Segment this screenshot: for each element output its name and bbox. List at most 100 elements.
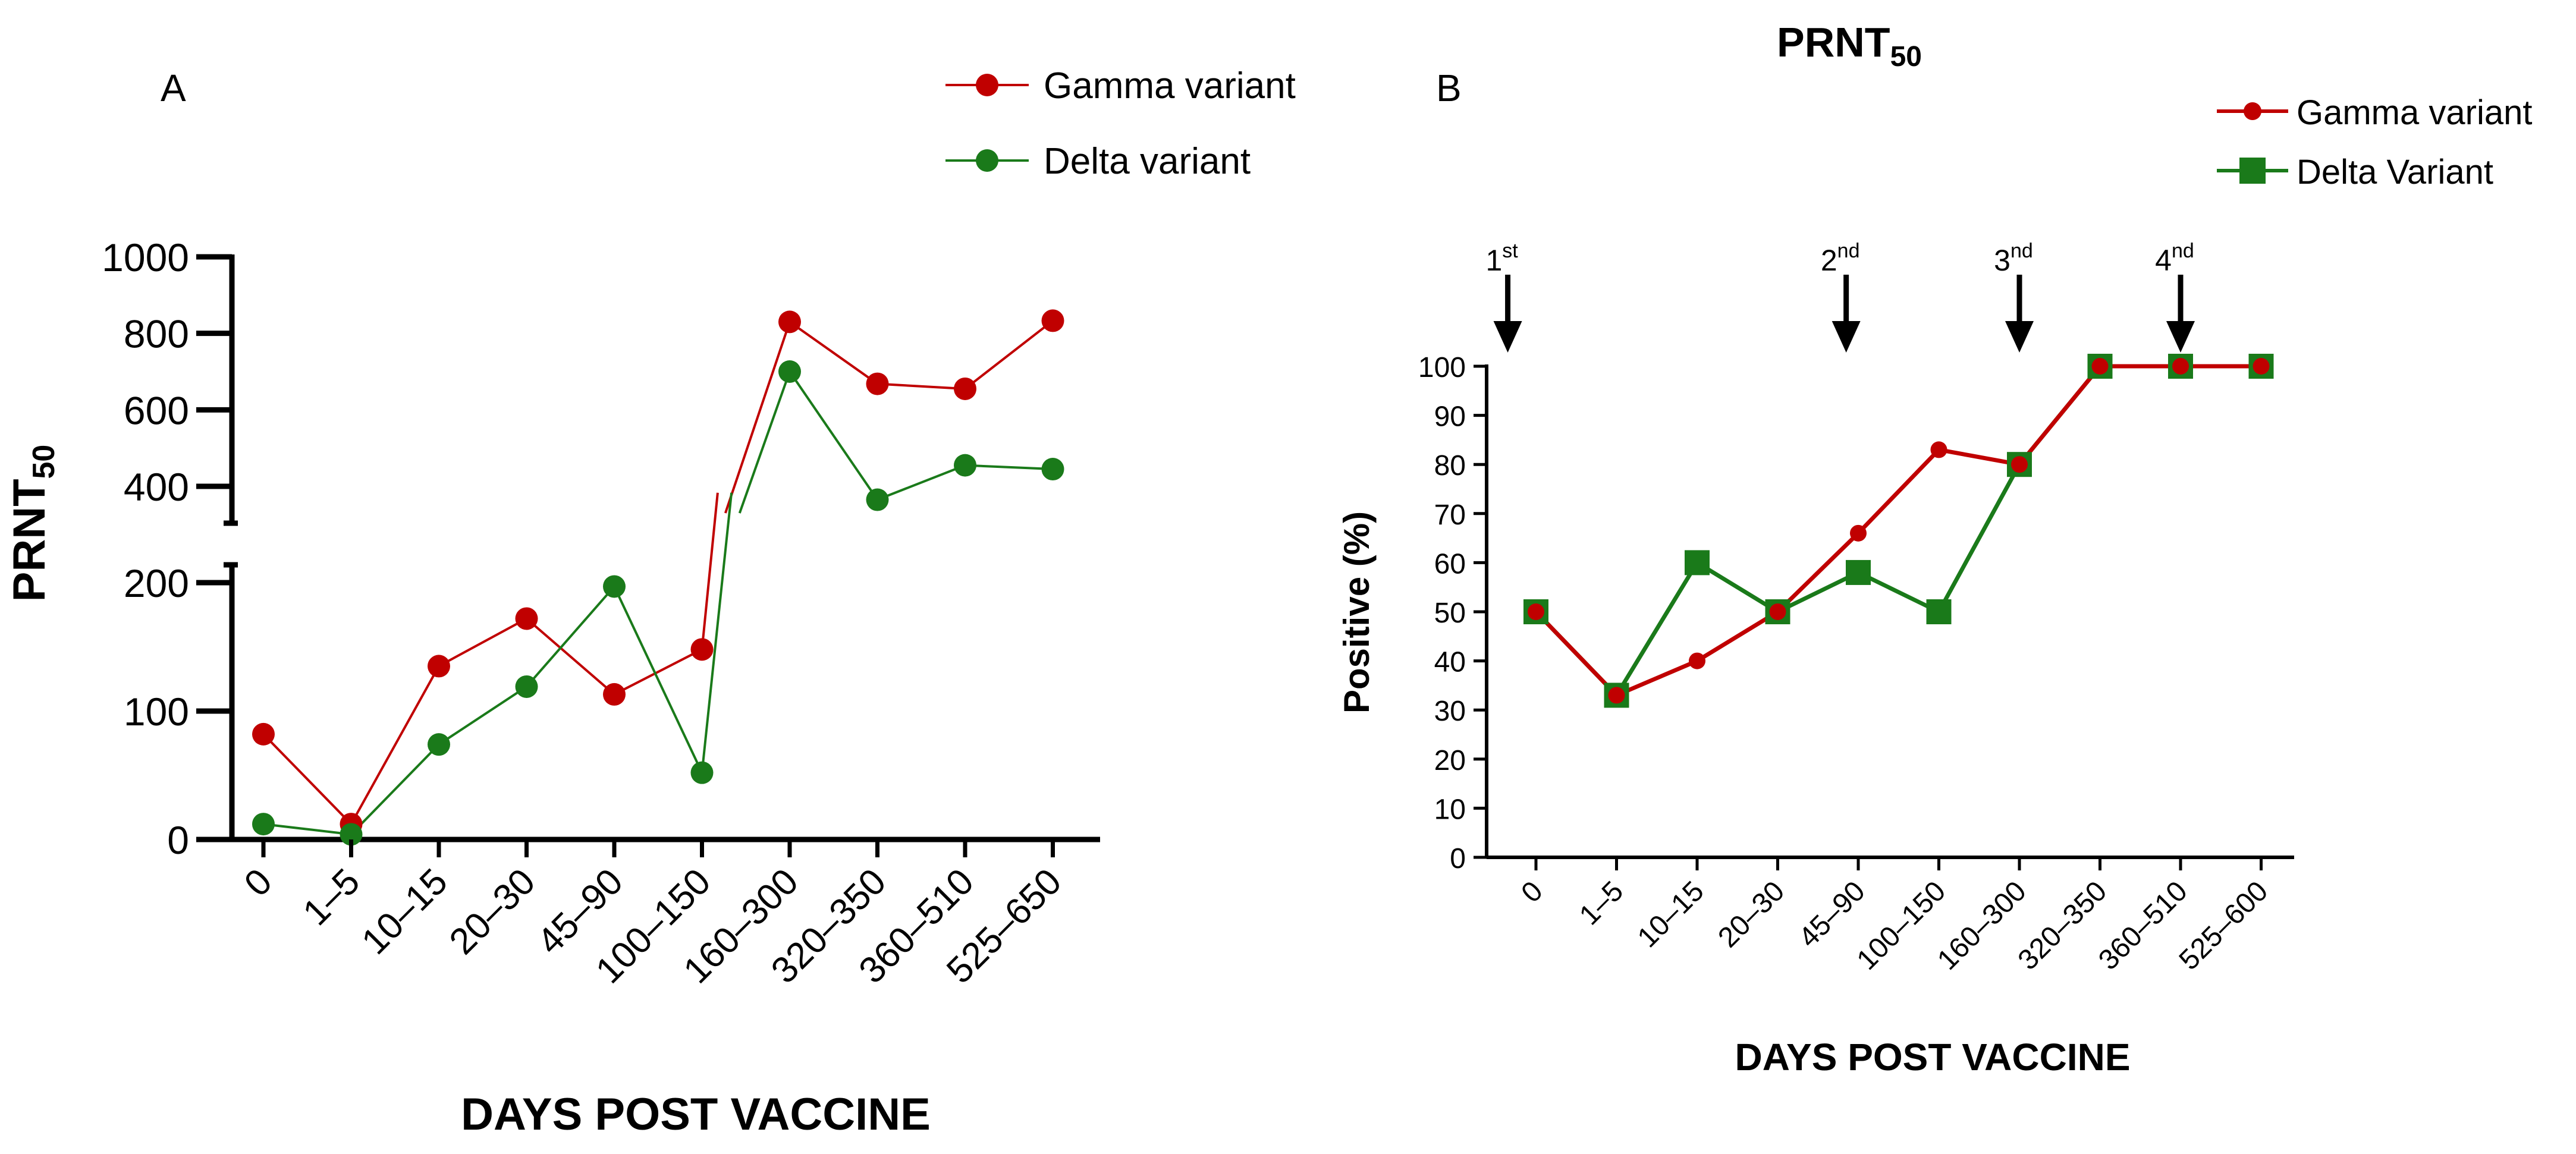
gamma-point-a [252,722,275,746]
delta-point-a [866,488,889,511]
gamma-line-segment-a [700,492,719,650]
legend-marker-delta-a [976,149,998,172]
y-tick-label-b: 70 [1434,499,1466,531]
delta-line-segment-b [1776,570,1859,614]
gamma-point-b [1850,524,1867,542]
legend-marker-gamma-a [976,74,998,96]
y-tick-label-a: 0 [167,818,189,862]
gamma-point-a [603,683,626,706]
gamma-point-b [1769,603,1786,620]
y-tick-label-b: 100 [1418,352,1466,383]
delta-line-segment-a [877,464,966,501]
dose-label: 4nd [2155,240,2194,277]
dose-annotation: 3nd [1994,240,2034,353]
delta-point-b [1846,559,1871,585]
delta-point-a [954,454,976,477]
x-tick-label-b: 160–300 [1931,875,2032,976]
delta-point-a [603,575,626,598]
dose-label: 1st [1485,240,1518,277]
x-tick-label-b: 10–15 [1632,875,1710,954]
dose-label: 3nd [1994,240,2033,277]
y-tick-label-b: 40 [1434,647,1466,678]
gamma-point-b [2091,358,2109,375]
y-tick-label-b: 60 [1434,548,1466,580]
y-tick-label-b: 0 [1450,843,1466,875]
gamma-line-segment-b [1616,659,1698,697]
chart-title-b: PRNT50 [1777,19,1922,73]
y-tick-label-a: 400 [124,465,189,509]
gamma-point-b [1528,603,1544,620]
gamma-point-a [866,372,889,395]
panel-b-letter: B [1436,67,1462,109]
gamma-point-a [1041,309,1064,332]
x-tick-label-a: 20–30 [442,861,544,963]
x-tick-label-a: 1–5 [295,861,367,933]
delta-point-a [340,823,363,846]
delta-point-a [515,675,538,698]
x-tick-label-b: 360–510 [2093,875,2194,976]
gamma-point-a [690,638,714,661]
legend-marker-gamma-b [2244,102,2261,120]
y-tick-label-b: 10 [1434,794,1466,825]
gamma-line-segment-b [1938,447,2020,467]
arrow-head-icon [1832,321,1861,353]
delta-line-segment-b [1857,570,1940,614]
y-tick-label-b: 90 [1434,401,1466,433]
gamma-line-segment-a [877,382,966,390]
delta-line-segment-a [738,371,791,514]
x-tick-label-b: 525–600 [2173,875,2275,976]
delta-point-a [252,813,275,836]
gamma-line-segment-b [1856,448,1941,535]
y-tick-label-a: 200 [124,561,189,605]
gamma-point-a [954,377,976,400]
x-tick-label-b: 20–30 [1712,875,1790,954]
delta-line-segment-a [263,823,351,836]
arrow-head-icon [2005,321,2034,353]
delta-point-b [1926,599,1952,624]
panel-a-letter: A [161,67,186,109]
gamma-line-segment-a [724,321,791,514]
x-axis-label-b: DAYS POST VACCINE [1735,1036,2130,1078]
y-tick-label-a: 1000 [102,235,189,279]
dose-annotation: 1st [1485,240,1522,353]
x-axis-label-a: DAYS POST VACCINE [461,1089,931,1140]
gamma-line-segment-a [438,617,527,668]
legend-label-gamma-b: Gamma variant [2297,93,2532,132]
delta-line-segment-b [1937,463,2022,613]
delta-line-segment-b [1696,561,1779,614]
dose-annotation: 4nd [2155,240,2195,353]
gamma-point-b [2172,358,2189,375]
delta-line-segment-a [965,464,1053,471]
delta-line-segment-b [1614,561,1699,697]
x-tick-label-b: 100–150 [1851,875,1952,976]
x-tick-label-b: 0 [1515,875,1548,908]
x-tick-label-b: 45–90 [1793,875,1871,954]
gamma-line-segment-b [1534,610,1619,697]
gamma-line-segment-a [964,319,1054,390]
y-tick-label-a: 100 [124,690,189,734]
y-tick-label-b: 30 [1434,696,1466,727]
arrow-head-icon [1493,321,1522,353]
legend-label-delta-b: Delta Variant [2297,153,2493,191]
y-tick-label-b: 20 [1434,745,1466,776]
delta-point-a [690,761,714,784]
delta-line-segment-a [438,686,527,746]
delta-line-segment-a [350,743,440,835]
gamma-line-segment-a [350,665,440,825]
gamma-point-b [2011,456,2028,473]
gamma-line-segment-a [614,648,703,696]
x-tick-label-a: 10–15 [354,861,455,963]
delta-line-segment-a [788,370,879,501]
y-tick-label-b: 50 [1434,598,1466,629]
delta-point-a [428,733,450,756]
delta-point-a [778,360,801,383]
gamma-point-a [778,310,801,334]
gamma-line-segment-b [1776,532,1860,614]
y-tick-label-b: 80 [1434,450,1466,482]
delta-line-segment-a [700,492,733,773]
x-tick-label-b: 1–5 [1573,875,1629,931]
gamma-line-segment-b [1696,610,1779,663]
chart-panel-a: 0 1–510–1520–3045–90100–150160–300320–350… [4,65,1296,1140]
legend-label-delta-a: Delta variant [1044,141,1251,182]
